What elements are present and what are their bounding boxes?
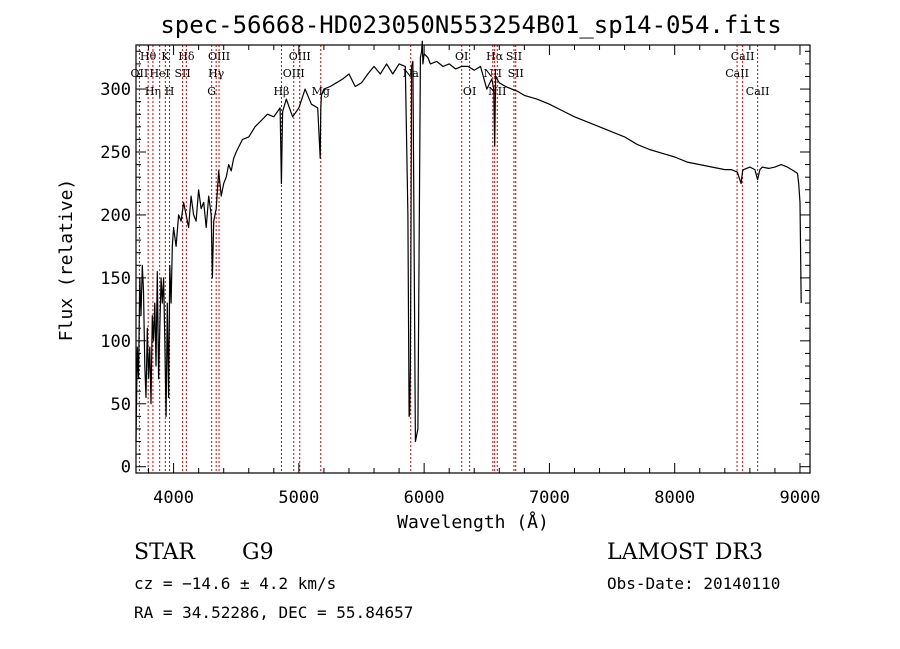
y-tick-label-1: 50 — [111, 395, 131, 415]
line-label-0: Hθ — [140, 50, 157, 63]
line-label-11: Hβ — [273, 85, 289, 98]
line-label-20: NII — [488, 85, 506, 98]
line-label-3: K — [161, 50, 170, 63]
x-tick-label-1: 5000 — [278, 488, 319, 508]
y-axis-ticks: 0 50 100 150 200 250 300 — [100, 50, 810, 478]
object-type: STAR — [134, 540, 195, 565]
line-label-5: H — [165, 85, 175, 98]
line-label-23: CaII — [731, 50, 755, 63]
line-label-12: OIII — [289, 50, 311, 63]
spectrum-line-0 — [135, 40, 802, 443]
spectral-subclass: G9 — [242, 540, 274, 565]
x-tick-label-3: 7000 — [529, 488, 570, 508]
y-tick-label-3: 150 — [100, 269, 131, 289]
line-label-8: OIII — [208, 50, 230, 63]
y-tick-label-5: 250 — [100, 143, 131, 163]
x-tick-label-0: 4000 — [153, 488, 194, 508]
x-tick-label-2: 6000 — [404, 488, 445, 508]
x-tick-label-4: 8000 — [654, 488, 695, 508]
coordinates: RA = 34.52286, DEC = 55.84657 — [134, 603, 414, 622]
spectrum-series — [135, 40, 802, 443]
line-label-1: OII — [131, 67, 149, 80]
chart-title: spec-56668-HD023050N553254B01_sp14-054.f… — [160, 11, 781, 39]
line-label-17: OI — [463, 85, 476, 98]
plot-frame — [135, 44, 811, 474]
redshift-velocity: cz = −14.6 ± 4.2 km/s — [134, 574, 337, 593]
line-label-19: NII — [484, 67, 502, 80]
y-tick-label-2: 100 — [100, 332, 131, 352]
line-label-2: Hη — [145, 85, 161, 98]
line-label-7: SII — [174, 67, 190, 80]
survey-name: LAMOST DR3 — [607, 540, 763, 565]
line-label-15: Na — [403, 67, 420, 80]
line-label-13: OIII — [283, 67, 305, 80]
line-label-9: Hγ — [208, 67, 225, 80]
y-tick-label-6: 300 — [100, 80, 131, 100]
line-label-24: CaII — [725, 67, 749, 80]
line-label-10: G — [207, 85, 216, 98]
y-tick-label-0: 0 — [121, 458, 131, 478]
line-label-25: CaII — [746, 85, 770, 98]
line-label-22: SII — [508, 67, 524, 80]
y-axis-label: Flux (relative) — [56, 179, 77, 342]
x-axis-label: Wavelength (Å) — [397, 511, 549, 533]
line-label-21: SII — [506, 50, 522, 63]
x-axis-ticks: 4000 5000 6000 7000 8000 9000 — [148, 45, 821, 508]
line-label-6: Hδ — [178, 50, 195, 63]
y-tick-label-4: 200 — [100, 206, 131, 226]
line-label-4: HeI — [149, 67, 169, 80]
line-label-18: Hα — [486, 50, 504, 63]
line-label-16: OI — [455, 50, 468, 63]
observation-date: Obs-Date: 20140110 — [607, 574, 781, 593]
x-tick-label-5: 9000 — [780, 488, 821, 508]
